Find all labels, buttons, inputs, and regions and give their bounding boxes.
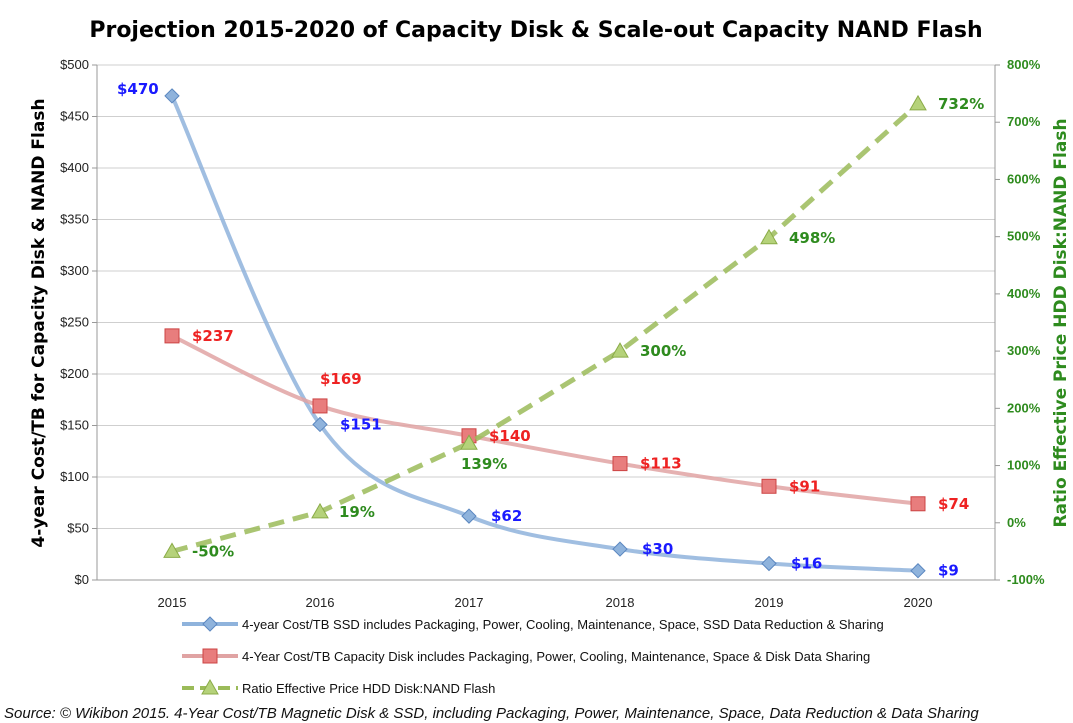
series-line-1 (171, 334, 919, 506)
data-point-diamond (761, 555, 777, 572)
legend-entry: Ratio Effective Price HDD Disk:NAND Flas… (242, 681, 495, 696)
y-tick-label: $250 (60, 315, 89, 330)
data-point-square (910, 496, 926, 512)
data-label: $62 (491, 507, 522, 525)
legend-marker-triangle (201, 678, 219, 695)
data-point-square (761, 478, 777, 494)
data-point-diamond (612, 541, 628, 557)
data-label: 139% (461, 455, 507, 473)
data-point-square (164, 328, 180, 344)
x-tick-label: 2017 (455, 595, 484, 610)
data-point-diamond (461, 508, 477, 524)
data-label: $16 (791, 555, 822, 573)
data-point-triangle (460, 434, 478, 450)
y-tick-label: $200 (60, 366, 89, 381)
data-point-diamond (312, 416, 328, 433)
data-label: $169 (320, 370, 362, 388)
y-tick-label: $50 (67, 521, 89, 536)
data-point-diamond (910, 563, 926, 579)
y2-tick-label: 100% (1007, 458, 1041, 473)
y2-tick-label: 400% (1007, 286, 1041, 301)
x-tick-label: 2015 (158, 595, 187, 610)
data-point-square (312, 398, 328, 414)
data-label: 732% (938, 95, 984, 113)
data-point-triangle (909, 94, 927, 111)
data-label: $113 (640, 455, 682, 473)
x-tick-label: 2019 (755, 595, 784, 610)
data-label: 498% (789, 229, 835, 247)
data-label: $91 (789, 477, 820, 495)
y2-tick-label: 300% (1007, 343, 1041, 358)
data-point-triangle (163, 542, 181, 558)
y-tick-label: $450 (60, 109, 89, 124)
y-tick-label: $400 (60, 160, 89, 175)
y-tick-label: $100 (60, 469, 89, 484)
data-label: $74 (938, 495, 969, 513)
data-point-triangle (760, 228, 778, 245)
data-point-diamond (164, 88, 180, 104)
x-tick-label: 2020 (904, 595, 933, 610)
data-label: $151 (340, 415, 382, 433)
data-point-square (612, 456, 628, 472)
y2-tick-label: 200% (1007, 400, 1041, 415)
y-tick-label: $0 (75, 572, 89, 587)
y2-tick-label: 500% (1007, 229, 1041, 244)
data-label: -50% (192, 542, 234, 560)
y-tick-label: $150 (60, 418, 89, 433)
legend-marker-diamond (202, 616, 218, 632)
data-point-triangle (311, 502, 329, 519)
data-label: $470 (117, 80, 159, 98)
legend-entry: 4-year Cost/TB SSD includes Packaging, P… (242, 617, 884, 632)
y-tick-label: $500 (60, 57, 89, 72)
y2-axis-label: Ratio Effective Price HDD Disk:NAND Flas… (1051, 118, 1071, 527)
data-point-triangle (611, 342, 629, 358)
y2-tick-label: 700% (1007, 114, 1041, 129)
y2-tick-label: 800% (1007, 57, 1041, 72)
data-label: $237 (192, 327, 234, 345)
series-line-2 (171, 102, 920, 554)
data-label: $30 (642, 540, 673, 558)
series-line-0 (170, 95, 919, 573)
data-label: 19% (339, 503, 375, 521)
x-tick-label: 2018 (606, 595, 635, 610)
data-label: $140 (489, 427, 531, 445)
data-label: 300% (640, 342, 686, 360)
y-tick-label: $350 (60, 212, 89, 227)
y2-tick-label: 0% (1007, 515, 1026, 530)
y-axis-label: 4-year Cost/TB for Capacity Disk & NAND … (29, 98, 49, 547)
data-label: $9 (938, 562, 959, 580)
source-note: Source: © Wikibon 2015. 4-Year Cost/TB M… (4, 705, 979, 722)
x-tick-label: 2016 (306, 595, 335, 610)
y2-tick-label: -100% (1007, 572, 1045, 587)
chart-title: Projection 2015-2020 of Capacity Disk & … (89, 18, 982, 43)
y2-tick-label: 600% (1007, 171, 1041, 186)
legend-entry: 4-Year Cost/TB Capacity Disk includes Pa… (242, 649, 870, 664)
legend-marker-square (202, 648, 218, 664)
y-tick-label: $300 (60, 263, 89, 278)
